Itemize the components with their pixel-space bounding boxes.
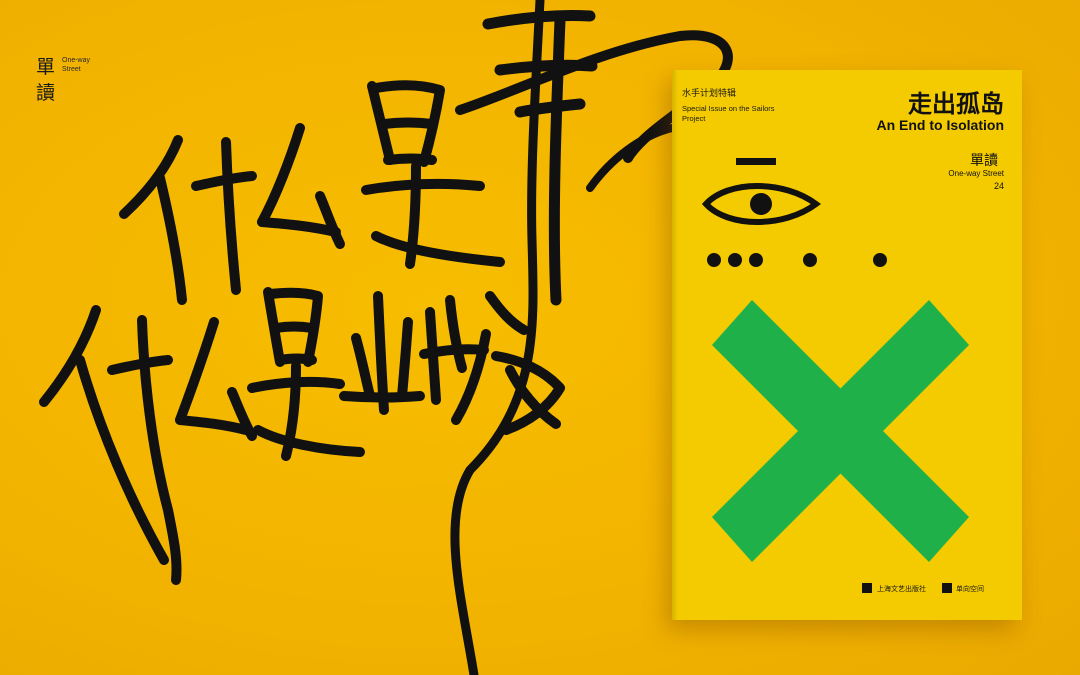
brand-name-cn: 單讀 bbox=[36, 56, 56, 104]
char-shu-1 bbox=[482, 9, 598, 306]
cover-graphics bbox=[701, 158, 969, 593]
char-ban-2 bbox=[419, 291, 565, 435]
char-shi-2 bbox=[247, 287, 365, 461]
special-issue-cn: 水手计划特辑 bbox=[682, 88, 737, 98]
green-cross-icon bbox=[712, 300, 969, 562]
brand-logo: 單讀 One-way Street bbox=[36, 54, 106, 114]
publisher-name: 上海文艺出版社 bbox=[877, 585, 926, 593]
char-shi-1 bbox=[361, 80, 505, 269]
book-title-cn: 走出孤岛 bbox=[908, 91, 1004, 118]
right-hook-stroke bbox=[586, 124, 676, 192]
special-issue-en: Special Issue on the Sailors Project bbox=[682, 104, 775, 123]
series-name-en: One-way Street bbox=[948, 169, 1004, 178]
long-vertical-stroke bbox=[450, 0, 545, 675]
eye-icon bbox=[701, 183, 822, 225]
book-cover: 水手计划特辑 Special Issue on the Sailors Proj… bbox=[672, 70, 1022, 620]
eye-bar-icon bbox=[736, 158, 776, 165]
char-me-2 bbox=[175, 317, 257, 441]
publisher-logo-icon bbox=[862, 583, 872, 593]
morse-dots-icon bbox=[707, 253, 887, 267]
book-title-en: An End to Isolation bbox=[876, 117, 1004, 133]
char-shen-2 bbox=[39, 305, 182, 585]
sweep-stroke bbox=[455, 30, 733, 163]
char-chu-2 bbox=[339, 291, 425, 415]
series-name-cn: 單讀 bbox=[970, 153, 998, 169]
publisher-name-2: 单向空间 bbox=[956, 585, 984, 593]
char-me-1 bbox=[257, 123, 345, 249]
publisher-logo-icon-2 bbox=[942, 583, 952, 593]
cover-edge-shadow bbox=[672, 70, 678, 620]
issue-number: 24 bbox=[993, 181, 1004, 191]
char-shen-1 bbox=[119, 135, 257, 305]
brand-name-en: One-way Street bbox=[62, 57, 91, 73]
